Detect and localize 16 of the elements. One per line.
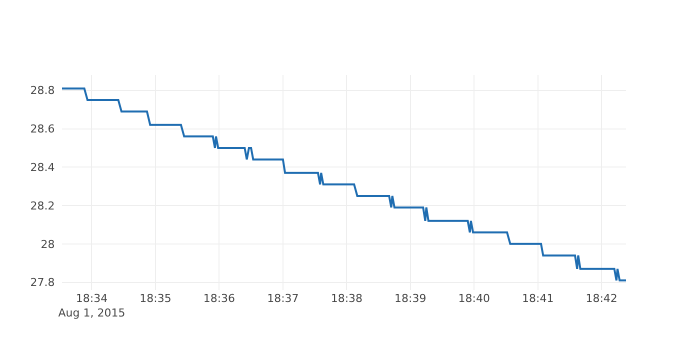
x-tick-label: 18:36 — [203, 292, 236, 305]
x-tick-label: 18:39 — [394, 292, 426, 305]
y-tick-label: 28.4 — [30, 160, 55, 174]
y-tick-label: 28.6 — [30, 122, 55, 136]
x-tick-label: 18:42 — [586, 292, 618, 305]
x-tick-label: 18:41 — [522, 292, 554, 305]
y-tick-label: 28 — [40, 238, 55, 251]
y-tick-label: 28.8 — [30, 84, 55, 98]
y-tick-label: 27.8 — [30, 276, 55, 290]
y-tick-label: 28.2 — [30, 199, 55, 212]
x-tick-label: 18:34 Aug 1, 2015 — [58, 292, 126, 320]
x-tick-label: 18:40 — [458, 292, 490, 305]
x-tick-label: 18:35 — [140, 292, 172, 305]
x-tick-label: 18:38 — [330, 292, 363, 305]
x-tick-label: 18:37 — [267, 292, 299, 305]
line-series — [62, 87, 626, 282]
